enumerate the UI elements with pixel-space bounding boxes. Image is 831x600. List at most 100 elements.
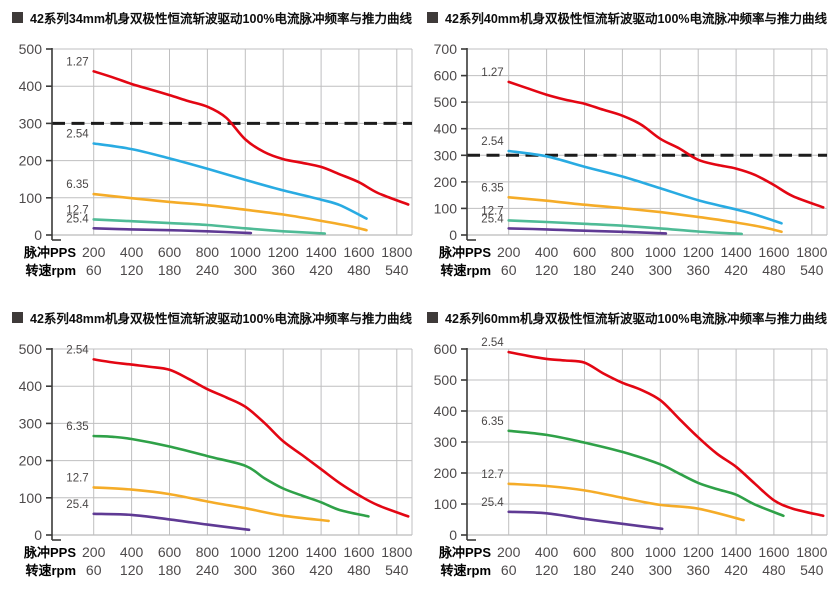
- series-label-2.54: 2.54: [481, 136, 504, 148]
- svg-text:100: 100: [19, 490, 43, 506]
- series-line-12.7: [92, 486, 330, 523]
- chart-title-row: 42系列48mm机身双极性恒流斩波驱动100%电流脉冲频率与推力曲线: [0, 300, 415, 326]
- svg-text:240: 240: [196, 262, 220, 278]
- svg-text:480: 480: [347, 262, 371, 278]
- chart-block-34mm: 42系列34mm机身双极性恒流斩波驱动100%电流脉冲频率与推力曲线 0 100 2…: [0, 0, 415, 300]
- svg-text:200: 200: [497, 244, 521, 260]
- svg-text:1400: 1400: [306, 544, 337, 560]
- svg-text:600: 600: [158, 244, 182, 260]
- chart-title: 42系列34mm机身双极性恒流斩波驱动100%电流脉冲频率与推力曲线: [30, 11, 413, 26]
- svg-text:1200: 1200: [268, 244, 299, 260]
- svg-text:480: 480: [762, 562, 786, 578]
- chart-block-40mm: 42系列40mm机身双极性恒流斩波驱动100%电流脉冲频率与推力曲线 0 100 2…: [415, 0, 831, 300]
- svg-text:200: 200: [434, 174, 458, 190]
- series-label-1.27: 1.27: [481, 67, 503, 79]
- svg-text:1600: 1600: [758, 244, 789, 260]
- svg-text:200: 200: [82, 244, 106, 260]
- svg-text:600: 600: [434, 341, 458, 357]
- svg-text:100: 100: [19, 190, 43, 206]
- series-label-6.35: 6.35: [66, 421, 88, 433]
- svg-text:500: 500: [19, 41, 43, 57]
- pps-header: 脉冲PPS: [438, 245, 491, 260]
- svg-text:300: 300: [234, 562, 258, 578]
- svg-text:60: 60: [86, 262, 102, 278]
- series-label-25.4: 25.4: [481, 497, 504, 509]
- svg-text:120: 120: [120, 262, 144, 278]
- chart-title: 42系列40mm机身双极性恒流斩波驱动100%电流脉冲频率与推力曲线: [445, 11, 828, 26]
- chart-canvas-34mm: 0 100 200 300 400 500 1.27 2.54 6.35 12.725.4 200 4…: [19, 41, 413, 278]
- series-label-2.54: 2.54: [66, 129, 89, 141]
- svg-text:1600: 1600: [343, 544, 374, 560]
- svg-text:200: 200: [19, 153, 43, 169]
- series-line-2.54: [507, 350, 825, 518]
- svg-text:480: 480: [762, 262, 786, 278]
- y-tick-labels: 0 100 200 300 400 500 600: [434, 341, 458, 543]
- title-bullet-square-icon: [427, 11, 438, 23]
- series-line-2.54: [507, 149, 783, 225]
- x-tick-labels: 200 400 600 800 1000 1200 1400 1600 1800 60 120 180…: [82, 244, 413, 278]
- svg-text:1200: 1200: [683, 544, 714, 560]
- x-axis-headers: 脉冲PPS 转速rpm: [438, 545, 491, 578]
- y-tick-labels: 0 100 200 300 400 500: [19, 41, 43, 243]
- svg-text:1000: 1000: [645, 544, 676, 560]
- svg-text:300: 300: [19, 415, 43, 431]
- svg-text:200: 200: [497, 544, 521, 560]
- svg-text:1000: 1000: [645, 244, 676, 260]
- series-line-12.7: [507, 482, 745, 522]
- x-tick-labels: 200 400 600 800 1000 1200 1400 1600 1800 60 120 180…: [82, 544, 413, 578]
- series-line-25.4: [92, 227, 253, 235]
- pps-header: 脉冲PPS: [438, 545, 491, 560]
- y-axis: [46, 348, 61, 541]
- y-axis: [46, 48, 61, 241]
- svg-text:120: 120: [120, 562, 144, 578]
- rpm-header: 转速rpm: [440, 563, 491, 578]
- chart-title-row: 42系列40mm机身双极性恒流斩波驱动100%电流脉冲频率与推力曲线: [415, 0, 831, 26]
- y-tick-labels: 0 100 200 300 400 500 600 700: [434, 41, 458, 243]
- series-label-12.7: 12.7: [481, 469, 503, 481]
- svg-text:300: 300: [434, 434, 458, 450]
- svg-text:420: 420: [309, 262, 333, 278]
- svg-text:120: 120: [535, 562, 559, 578]
- svg-text:540: 540: [385, 262, 409, 278]
- svg-text:700: 700: [434, 41, 458, 57]
- svg-text:0: 0: [449, 227, 457, 243]
- series-line-1.27: [92, 70, 410, 206]
- svg-text:300: 300: [19, 115, 43, 131]
- svg-text:600: 600: [158, 544, 182, 560]
- svg-text:1000: 1000: [230, 244, 261, 260]
- svg-text:400: 400: [434, 121, 458, 137]
- series-label-25.4: 25.4: [481, 213, 504, 225]
- rpm-header: 转速rpm: [25, 563, 76, 578]
- svg-text:60: 60: [501, 562, 517, 578]
- chart-canvas-40mm: 0 100 200 300 400 500 600 700 1.27 2.54 6.35 12.725…: [434, 41, 828, 278]
- rpm-header: 转速rpm: [440, 263, 491, 278]
- series-label-6.35: 6.35: [481, 416, 503, 428]
- series-line-25.4: [92, 512, 251, 532]
- series-line-2.54: [92, 142, 368, 220]
- svg-text:300: 300: [434, 147, 458, 163]
- svg-text:1800: 1800: [381, 544, 412, 560]
- svg-text:480: 480: [347, 562, 371, 578]
- svg-text:400: 400: [120, 244, 144, 260]
- series-label-12.7: 12.7: [481, 205, 503, 217]
- svg-text:400: 400: [535, 544, 559, 560]
- series-label-2.54: 2.54: [66, 344, 89, 356]
- svg-text:360: 360: [687, 262, 711, 278]
- chart-title: 42系列48mm机身双极性恒流斩波驱动100%电流脉冲频率与推力曲线: [30, 311, 413, 326]
- y-axis: [461, 48, 476, 241]
- svg-text:800: 800: [196, 544, 220, 560]
- series-line-6.35: [507, 196, 783, 234]
- y-axis: [461, 348, 476, 541]
- svg-text:1400: 1400: [306, 244, 337, 260]
- series-line-6.35: [507, 429, 785, 518]
- chart-block-48mm: 42系列48mm机身双极性恒流斩波驱动100%电流脉冲频率与推力曲线 0 100 2…: [0, 300, 415, 600]
- svg-text:180: 180: [573, 262, 597, 278]
- pps-header: 脉冲PPS: [23, 245, 76, 260]
- title-bullet-square-icon: [427, 311, 438, 323]
- svg-text:400: 400: [535, 244, 559, 260]
- svg-text:180: 180: [158, 562, 182, 578]
- x-axis-headers: 脉冲PPS 转速rpm: [438, 245, 491, 278]
- series-line-1.27: [507, 80, 825, 209]
- svg-text:420: 420: [309, 562, 333, 578]
